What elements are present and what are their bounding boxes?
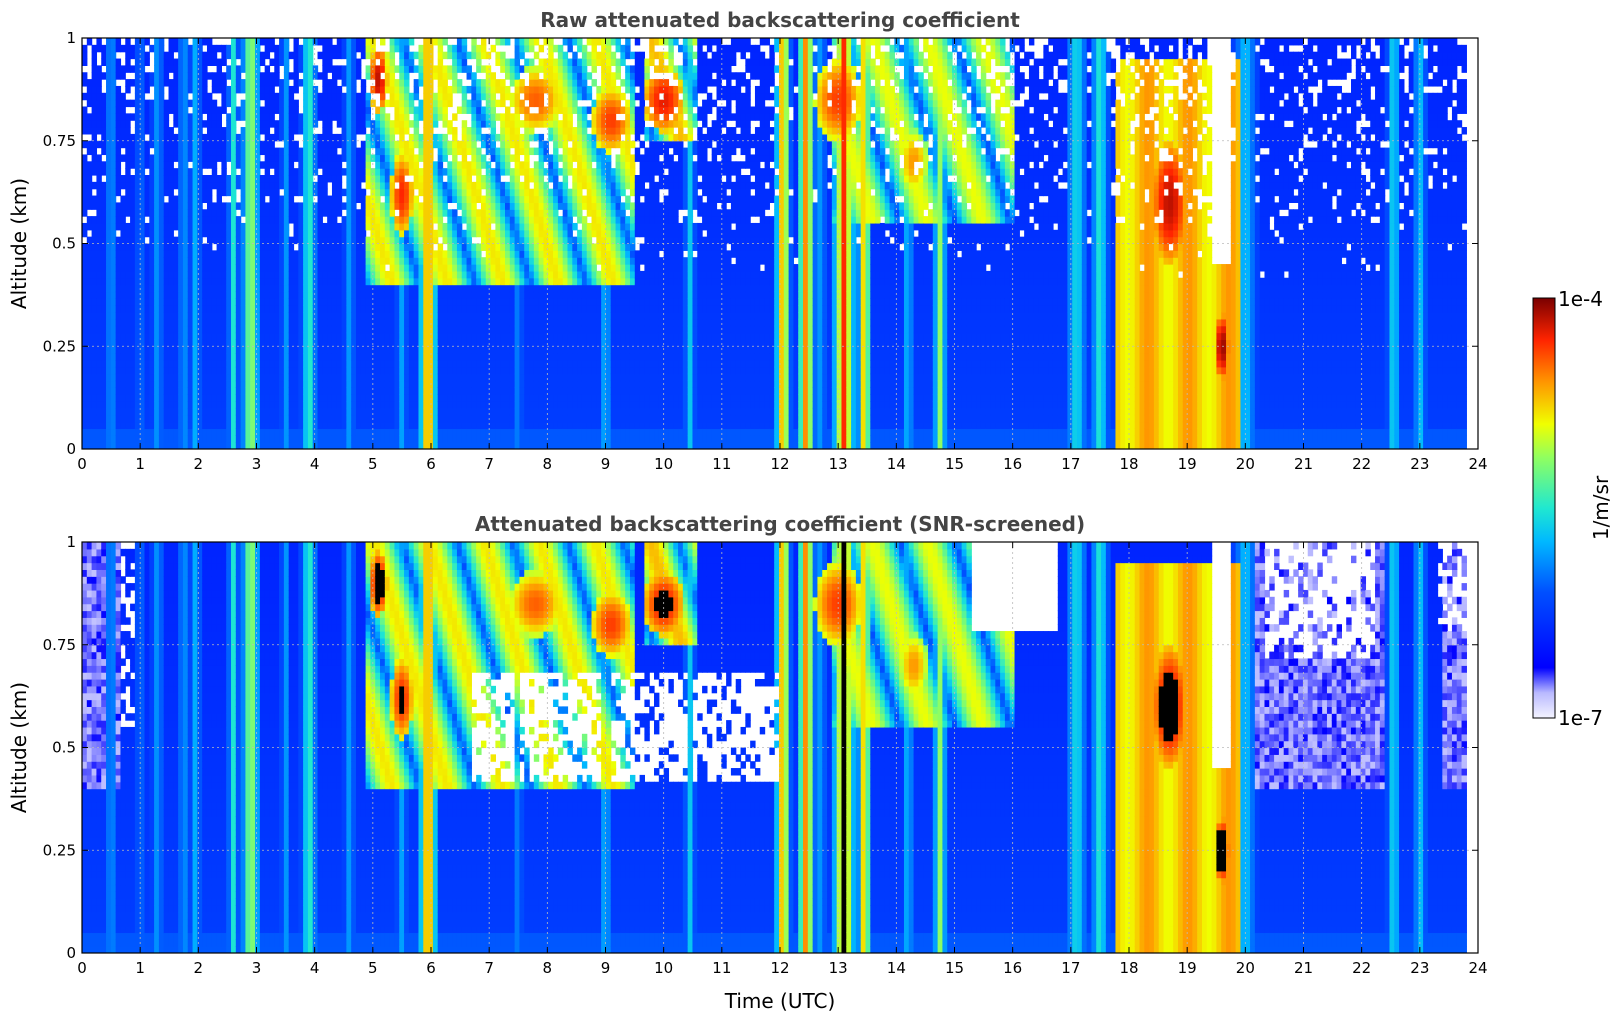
x-tick-label: 14 — [887, 455, 906, 473]
x-tick-label: 20 — [1236, 455, 1255, 473]
x-tick-label: 17 — [1061, 959, 1080, 977]
x-tick-label: 3 — [252, 455, 262, 473]
y-tick-label: 0 — [66, 440, 76, 458]
heatmap-raw — [82, 38, 1478, 449]
x-tick-label: 14 — [887, 959, 906, 977]
x-tick-label: 21 — [1294, 455, 1313, 473]
y-axis-screened: 0 0.25 0.5 0.75 1 — [43, 533, 1478, 962]
x-tick-label: 4 — [310, 959, 320, 977]
x-tick-label: 2 — [194, 455, 204, 473]
x-tick-label: 11 — [712, 455, 731, 473]
x-tick-label: 0 — [77, 455, 87, 473]
x-tick-label: 6 — [426, 455, 436, 473]
x-tick-label: 13 — [829, 959, 848, 977]
y-tick-label: 1 — [66, 533, 76, 551]
x-tick-label: 7 — [484, 455, 494, 473]
x-axis-raw: 0 1 2 3 4 5 6 7 8 9 10 11 12 13 14 15 16 17 18 19 20 21 22 23 24 — [77, 38, 1488, 473]
x-axis-label: Time (UTC) — [724, 989, 836, 1013]
y-tick-label: 0.25 — [43, 337, 76, 355]
panel-2-title: Attenuated backscattering coefficient (S… — [475, 512, 1085, 536]
x-tick-label: 24 — [1468, 959, 1487, 977]
x-tick-label: 4 — [310, 455, 320, 473]
y-tick-label: 0.5 — [52, 739, 76, 757]
x-tick-label: 17 — [1061, 455, 1080, 473]
x-tick-label: 9 — [601, 455, 611, 473]
colorbar-gradient — [1532, 297, 1556, 719]
x-tick-label: 5 — [368, 959, 378, 977]
x-tick-label: 23 — [1410, 455, 1429, 473]
x-tick-label: 19 — [1178, 959, 1197, 977]
x-tick-label: 6 — [426, 959, 436, 977]
colorbar-min-label: 1e-7 — [1558, 706, 1603, 730]
x-tick-label: 15 — [945, 959, 964, 977]
x-tick-label: 9 — [601, 959, 611, 977]
x-tick-label: 22 — [1352, 959, 1371, 977]
x-tick-label: 0 — [77, 959, 87, 977]
x-tick-label: 16 — [1003, 455, 1022, 473]
panel-raw: Raw attenuated backscattering coefficien… — [7, 8, 1488, 473]
x-tick-label: 3 — [252, 959, 262, 977]
x-tick-label: 13 — [829, 455, 848, 473]
x-tick-label: 1 — [135, 959, 145, 977]
x-tick-label: 12 — [770, 959, 789, 977]
x-tick-label: 10 — [654, 959, 673, 977]
y-tick-label: 0.5 — [52, 235, 76, 253]
x-axis-screened: 0 1 2 3 4 5 6 7 8 9 10 11 12 13 14 15 16 17 18 19 20 21 22 23 24 — [77, 542, 1488, 977]
colorbar-units-label: 1/m/sr — [1589, 475, 1613, 540]
x-tick-label: 21 — [1294, 959, 1313, 977]
x-tick-label: 23 — [1410, 959, 1429, 977]
x-tick-label: 10 — [654, 455, 673, 473]
x-tick-label: 2 — [194, 959, 204, 977]
y-axis-raw: 0 0.25 0.5 0.75 1 — [43, 29, 1478, 458]
y-axis-label-raw: Altitude (km) — [7, 178, 31, 309]
colorbar-max-label: 1e-4 — [1558, 287, 1603, 311]
x-tick-label: 11 — [712, 959, 731, 977]
y-tick-label: 0.75 — [43, 132, 76, 150]
x-tick-label: 18 — [1119, 959, 1138, 977]
y-tick-label: 0.75 — [43, 636, 76, 654]
x-tick-label: 1 — [135, 455, 145, 473]
y-tick-label: 1 — [66, 29, 76, 47]
x-tick-label: 18 — [1119, 455, 1138, 473]
colorbar: 1e-4 1e-7 1/m/sr — [1532, 287, 1613, 730]
x-tick-label: 8 — [543, 959, 553, 977]
y-tick-label: 0.25 — [43, 841, 76, 859]
grid-screened — [82, 542, 1478, 953]
panel-screened: Attenuated backscattering coefficient (S… — [7, 512, 1488, 1013]
y-axis-label-screened: Altitude (km) — [7, 682, 31, 813]
x-tick-label: 7 — [484, 959, 494, 977]
x-tick-label: 19 — [1178, 455, 1197, 473]
panel-1-title: Raw attenuated backscattering coefficien… — [540, 8, 1020, 32]
x-tick-label: 15 — [945, 455, 964, 473]
x-tick-label: 20 — [1236, 959, 1255, 977]
x-tick-label: 8 — [543, 455, 553, 473]
heatmap-screened — [82, 542, 1478, 953]
x-tick-label: 24 — [1468, 455, 1487, 473]
x-tick-label: 16 — [1003, 959, 1022, 977]
grid-raw — [82, 38, 1478, 449]
x-tick-label: 5 — [368, 455, 378, 473]
x-tick-label: 22 — [1352, 455, 1371, 473]
y-tick-label: 0 — [66, 944, 76, 962]
x-tick-label: 12 — [770, 455, 789, 473]
